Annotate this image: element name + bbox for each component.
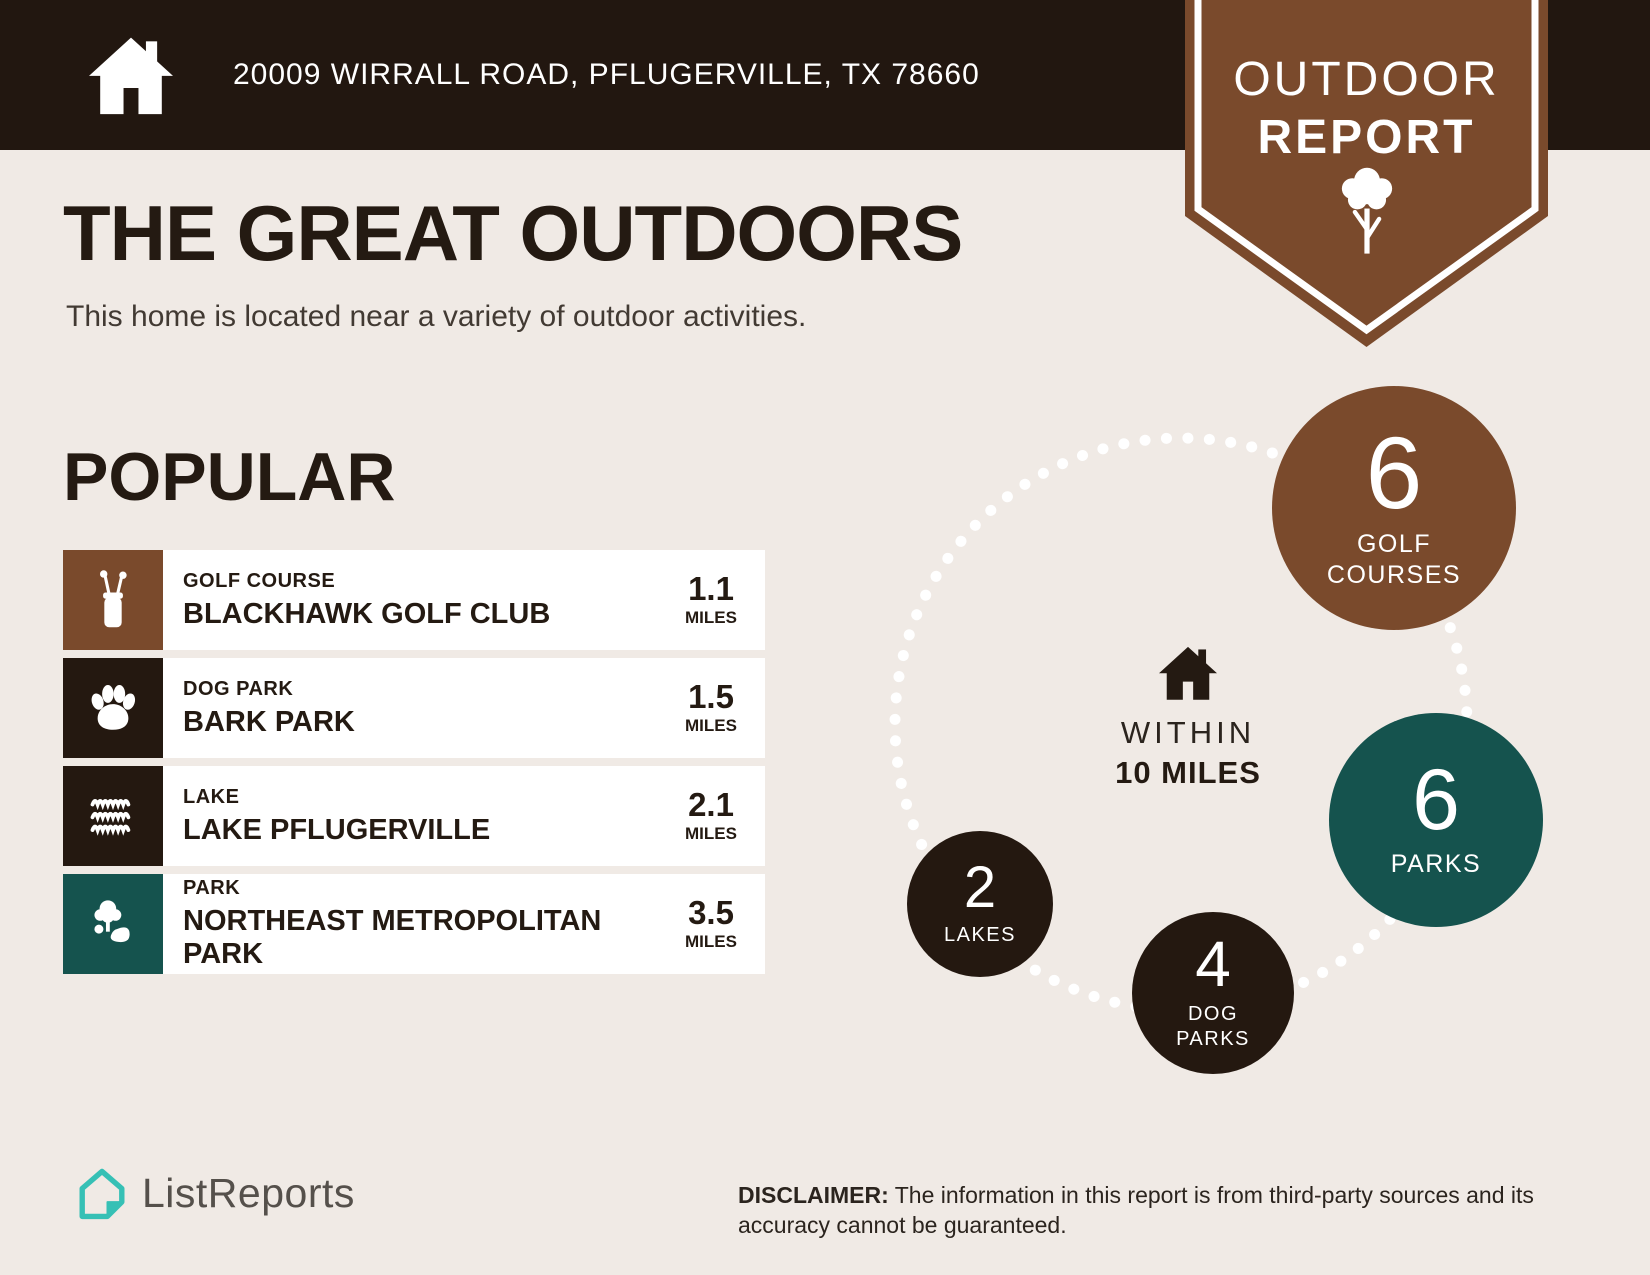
item-category: PARK (183, 877, 241, 899)
golf-bag-icon (63, 550, 163, 650)
list-item-text: DOG PARK BARK PARK (163, 658, 657, 758)
parks-count: 6 (1412, 752, 1460, 849)
item-distance: 1.1 MILES (657, 550, 765, 650)
item-category: GOLF COURSE (183, 569, 336, 592)
distance-value: 2.1 (688, 786, 734, 823)
list-item-lake: LAKE LAKE PFLUGERVILLE 2.1 MILES (63, 766, 765, 866)
dog-parks-label: DOG PARKS (1176, 1002, 1250, 1050)
item-name: NORTHEAST METROPOLITAN PARK (183, 905, 602, 970)
outdoor-report-badge: OUTDOOR REPORT (1185, 0, 1548, 347)
item-distance: 2.1 MILES (657, 766, 765, 866)
badge-text: OUTDOOR REPORT (1185, 52, 1548, 165)
item-category: LAKE (183, 785, 240, 808)
list-item-golf-course: GOLF COURSE BLACKHAWK GOLF CLUB 1.1 MILE… (63, 550, 765, 650)
paw-icon (63, 658, 163, 758)
page-title: THE GREAT OUTDOORS (63, 189, 963, 277)
golf-courses-label: GOLF COURSES (1326, 529, 1462, 589)
home-icon (89, 37, 173, 115)
miles-label: 10 MILES (1115, 755, 1261, 790)
tree-icon (1341, 167, 1392, 254)
item-name: BARK PARK (183, 705, 355, 738)
disclaimer: DISCLAIMER: The information in this repo… (738, 1180, 1538, 1241)
popular-heading: POPULAR (63, 439, 396, 515)
dog-parks-count: 4 (1195, 928, 1231, 1001)
distance-unit: MILES (685, 716, 737, 735)
list-item-dog-park: DOG PARK BARK PARK 1.5 MILES (63, 658, 765, 758)
parks-label: PARKS (1390, 849, 1482, 878)
item-category: DOG PARK (183, 677, 294, 700)
item-name: LAKE PFLUGERVILLE (183, 813, 491, 846)
distance-value: 3.5 (688, 894, 734, 931)
bubble-golf-courses: 6 GOLF COURSES (1272, 386, 1516, 630)
bubble-lakes: 2 LAKES (907, 831, 1053, 977)
list-item-text: LAKE LAKE PFLUGERVILLE (163, 766, 657, 866)
distance-value: 1.1 (688, 570, 734, 607)
lakes-count: 2 (963, 855, 997, 921)
item-name: BLACKHAWK GOLF CLUB (183, 597, 551, 630)
bubble-parks: 6 PARKS (1329, 713, 1543, 927)
listreports-wordmark: ListReports (142, 1169, 355, 1216)
house-icon (1159, 646, 1217, 700)
bubble-dog-parks: 4 DOG PARKS (1132, 912, 1294, 1074)
item-distance: 3.5 MILES (657, 874, 765, 974)
disclaimer-label: DISCLAIMER: (738, 1182, 889, 1208)
within-label: WITHIN (1120, 715, 1256, 750)
list-item-text: PARK NORTHEAST METROPOLITAN PARK (163, 874, 657, 974)
radius-center-label: WITHIN 10 MILES (1028, 643, 1348, 791)
distance-unit: MILES (685, 824, 737, 843)
item-distance: 1.5 MILES (657, 658, 765, 758)
waves-icon (63, 766, 163, 866)
disclaimer-text: The information in this report is from t… (738, 1182, 1534, 1239)
property-address: 20009 WIRRALL ROAD, PFLUGERVILLE, TX 786… (233, 58, 980, 91)
listreports-logo: ListReports (75, 1164, 355, 1222)
distance-unit: MILES (685, 608, 737, 627)
page-subtitle: This home is located near a variety of o… (66, 300, 807, 333)
distance-unit: MILES (685, 932, 737, 951)
list-item-text: GOLF COURSE BLACKHAWK GOLF CLUB (163, 550, 657, 650)
popular-list: GOLF COURSE BLACKHAWK GOLF CLUB 1.1 MILE… (63, 550, 765, 982)
badge-line1: OUTDOOR (1233, 53, 1500, 106)
lakes-label: LAKES (944, 923, 1016, 946)
golf-courses-count: 6 (1365, 415, 1423, 530)
listreports-house-icon (79, 1168, 125, 1220)
park-icon (63, 874, 163, 974)
list-item-park: PARK NORTHEAST METROPOLITAN PARK 3.5 MIL… (63, 874, 765, 974)
distance-value: 1.5 (688, 678, 734, 715)
badge-line2: REPORT (1257, 111, 1476, 164)
